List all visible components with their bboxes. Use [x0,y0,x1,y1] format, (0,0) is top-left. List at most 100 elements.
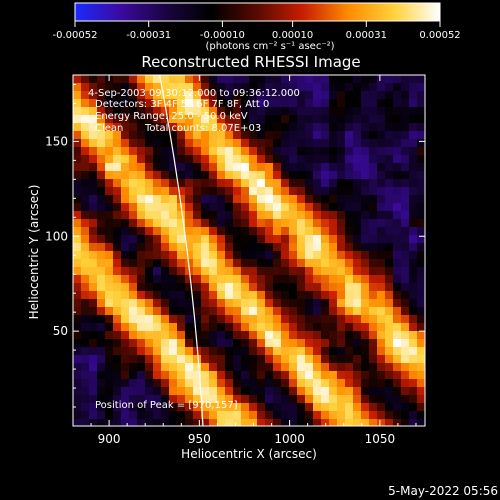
heatmap-cell [345,115,353,123]
heatmap-cell [377,275,385,283]
heatmap-cell [121,115,129,123]
heatmap-cell [145,275,153,283]
heatmap-cell [401,347,409,355]
heatmap-cell [409,419,417,426]
heatmap-cell [153,315,161,323]
heatmap-cell [417,211,425,219]
heatmap-cell [281,411,289,419]
heatmap-cell [297,283,305,291]
heatmap-cell [329,155,337,163]
heatmap-cell [105,251,113,259]
heatmap-cell [281,139,289,147]
heatmap-cell [73,155,81,163]
heatmap-cell [145,171,153,179]
heatmap-cell [105,107,113,115]
heatmap-cell [313,235,321,243]
heatmap-cell [233,403,241,411]
heatmap-cell [137,227,145,235]
heatmap-cell [241,227,249,235]
heatmap-cell [153,267,161,275]
heatmap-cell [337,315,345,323]
heatmap-cell [209,115,217,123]
heatmap-cell [401,195,409,203]
heatmap-cell [225,363,233,371]
colorbar-tick-label: -0.00031 [126,30,171,41]
heatmap-cell [145,331,153,339]
heatmap-cell [161,195,169,203]
heatmap-cell [161,139,169,147]
heatmap-cell [249,227,257,235]
heatmap-cell [385,179,393,187]
heatmap-cell [81,411,89,419]
heatmap-cell [401,83,409,91]
heatmap-cell [121,339,129,347]
heatmap-cell [193,315,201,323]
heatmap-cell [297,107,305,115]
heatmap-cell [417,371,425,379]
heatmap-cell [297,307,305,315]
heatmap-cell [217,283,225,291]
heatmap-cell [385,259,393,267]
heatmap-cell [137,107,145,115]
heatmap-cell [345,395,353,403]
heatmap-cell [105,339,113,347]
heatmap-cell [417,331,425,339]
heatmap-cell [281,387,289,395]
heatmap-cell [273,395,281,403]
heatmap-cell [217,363,225,371]
heatmap-cell [153,203,161,211]
heatmap-cell [417,355,425,363]
heatmap-cell [185,307,193,315]
heatmap-cell [73,315,81,323]
colorbar-ticks: -0.00052 -0.00031 -0.00010 0.00010 0.00031 0.… [53,21,461,41]
heatmap-cell [177,107,185,115]
heatmap-cell [193,283,201,291]
heatmap-cell [345,99,353,107]
heatmap-cell [97,123,105,131]
heatmap-cell [185,91,193,99]
heatmap-cell [153,75,161,83]
heatmap-cell [73,115,81,123]
heatmap-cell [225,227,233,235]
heatmap-cell [217,139,225,147]
heatmap-cell [153,355,161,363]
heatmap-cell [169,323,177,331]
heatmap-cell [209,83,217,91]
heatmap-cell [313,259,321,267]
heatmap-cell [409,91,417,99]
heatmap-cell [193,299,201,307]
heatmap-cell [217,411,225,419]
heatmap-cell [361,363,369,371]
heatmap-cell [113,107,121,115]
heatmap-cell [73,419,81,426]
heatmap-cell [89,283,97,291]
heatmap-cell [145,267,153,275]
heatmap-cell [145,243,153,251]
heatmap-cell [297,227,305,235]
heatmap-cell [273,339,281,347]
heatmap-cell [201,387,209,395]
heatmap-cell [113,355,121,363]
heatmap-cell [249,243,257,251]
heatmap-cell [169,259,177,267]
heatmap-cell [417,195,425,203]
heatmap-cell [97,419,105,426]
heatmap-cell [313,219,321,227]
heatmap-cell [289,363,297,371]
heatmap-cell [417,179,425,187]
heatmap-cell [409,371,417,379]
heatmap-cell [361,83,369,91]
heatmap-cell [345,291,353,299]
heatmap-cell [337,211,345,219]
heatmap-cell [345,227,353,235]
heatmap-cell [289,411,297,419]
heatmap-cell [193,171,201,179]
heatmap-cell [305,219,313,227]
heatmap-cell [81,163,89,171]
heatmap-cell [353,323,361,331]
heatmap-cell [377,131,385,139]
heatmap-cell [409,203,417,211]
heatmap-cell [97,363,105,371]
heatmap-cell [129,99,137,107]
heatmap-cell [377,323,385,331]
